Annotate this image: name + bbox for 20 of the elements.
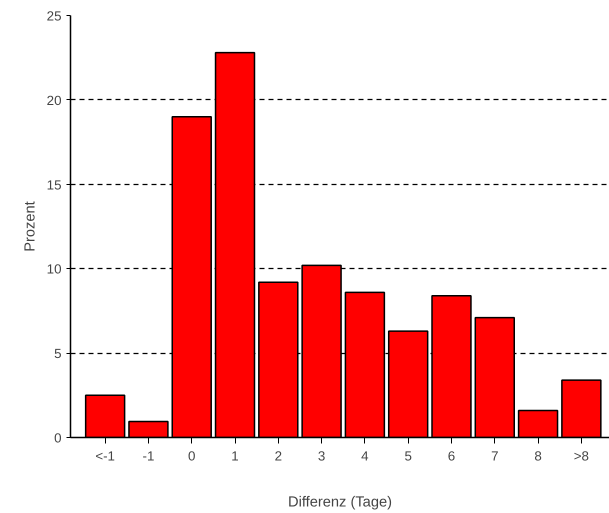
x-tick-label: 8 <box>534 448 542 464</box>
y-tick-label: 20 <box>46 92 62 108</box>
y-tick-label: 0 <box>54 430 62 446</box>
x-axis-title: Differenz (Tage) <box>288 494 392 510</box>
y-tick-label: 5 <box>54 346 62 362</box>
x-tick-label: 6 <box>448 448 456 464</box>
y-tick-label: 25 <box>46 8 62 24</box>
x-tick-label: 3 <box>318 448 326 464</box>
x-tick-label: 1 <box>231 448 239 464</box>
y-tick-label: 10 <box>46 262 62 277</box>
x-tick-label: 0 <box>188 448 196 464</box>
x-tick-label: <-1 <box>95 448 115 464</box>
x-tick-label: >8 <box>574 448 589 464</box>
x-tick-label: 7 <box>491 448 498 464</box>
x-tick-label: 5 <box>404 448 412 464</box>
x-tick-label: 4 <box>361 448 370 464</box>
x-tick-label: -1 <box>142 448 154 464</box>
y-axis-title: Prozent <box>22 201 39 252</box>
y-tick-label: 15 <box>46 177 62 192</box>
x-tick-label: 2 <box>274 448 282 464</box>
